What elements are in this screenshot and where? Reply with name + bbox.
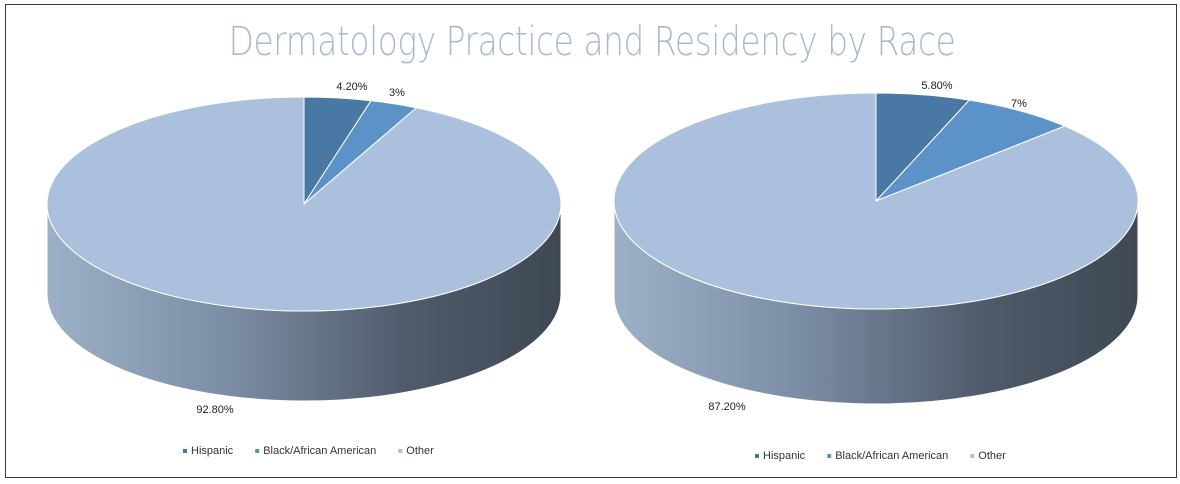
- legend-marker-other: [970, 454, 975, 458]
- legend-marker-black: [255, 449, 260, 453]
- legend: Hispanic Black/African American Other: [755, 450, 1006, 462]
- pie-chart-2: 5.80% 7% 87.20% Hispanic Black/African Ameri…: [613, 80, 1139, 462]
- legend-marker-hispanic: [183, 449, 187, 453]
- pie-slice-black: [875, 99, 1067, 202]
- legend-marker-other: [398, 449, 403, 453]
- legend-label-black: Black/African American: [263, 445, 376, 457]
- legend-marker-hispanic: [755, 454, 759, 458]
- data-label-hispanic: 4.20%: [336, 81, 367, 93]
- pie-slice-other: [46, 96, 562, 312]
- legend-label-hispanic: Hispanic: [763, 450, 806, 462]
- legend-label-other: Other: [978, 450, 1006, 462]
- legend-label-other: Other: [406, 445, 434, 457]
- legend-label-hispanic: Hispanic: [191, 445, 234, 457]
- pie-slice-other: [613, 92, 1139, 310]
- data-label-hispanic: 5.80%: [921, 80, 952, 92]
- legend-marker-black: [827, 454, 832, 458]
- data-label-black: 3%: [389, 87, 405, 99]
- pie-chart-1: 4.20% 3% 92.80% Hispanic Black/African Ameri…: [46, 81, 562, 457]
- data-label-black: 7%: [1011, 98, 1027, 110]
- legend-label-black: Black/African American: [835, 450, 948, 462]
- chart-title: Dermatology Practice and Residency by Ra…: [228, 19, 956, 65]
- data-label-other: 92.80%: [196, 404, 234, 416]
- legend: Hispanic Black/African American Other: [183, 445, 434, 457]
- data-label-other: 87.20%: [708, 401, 746, 413]
